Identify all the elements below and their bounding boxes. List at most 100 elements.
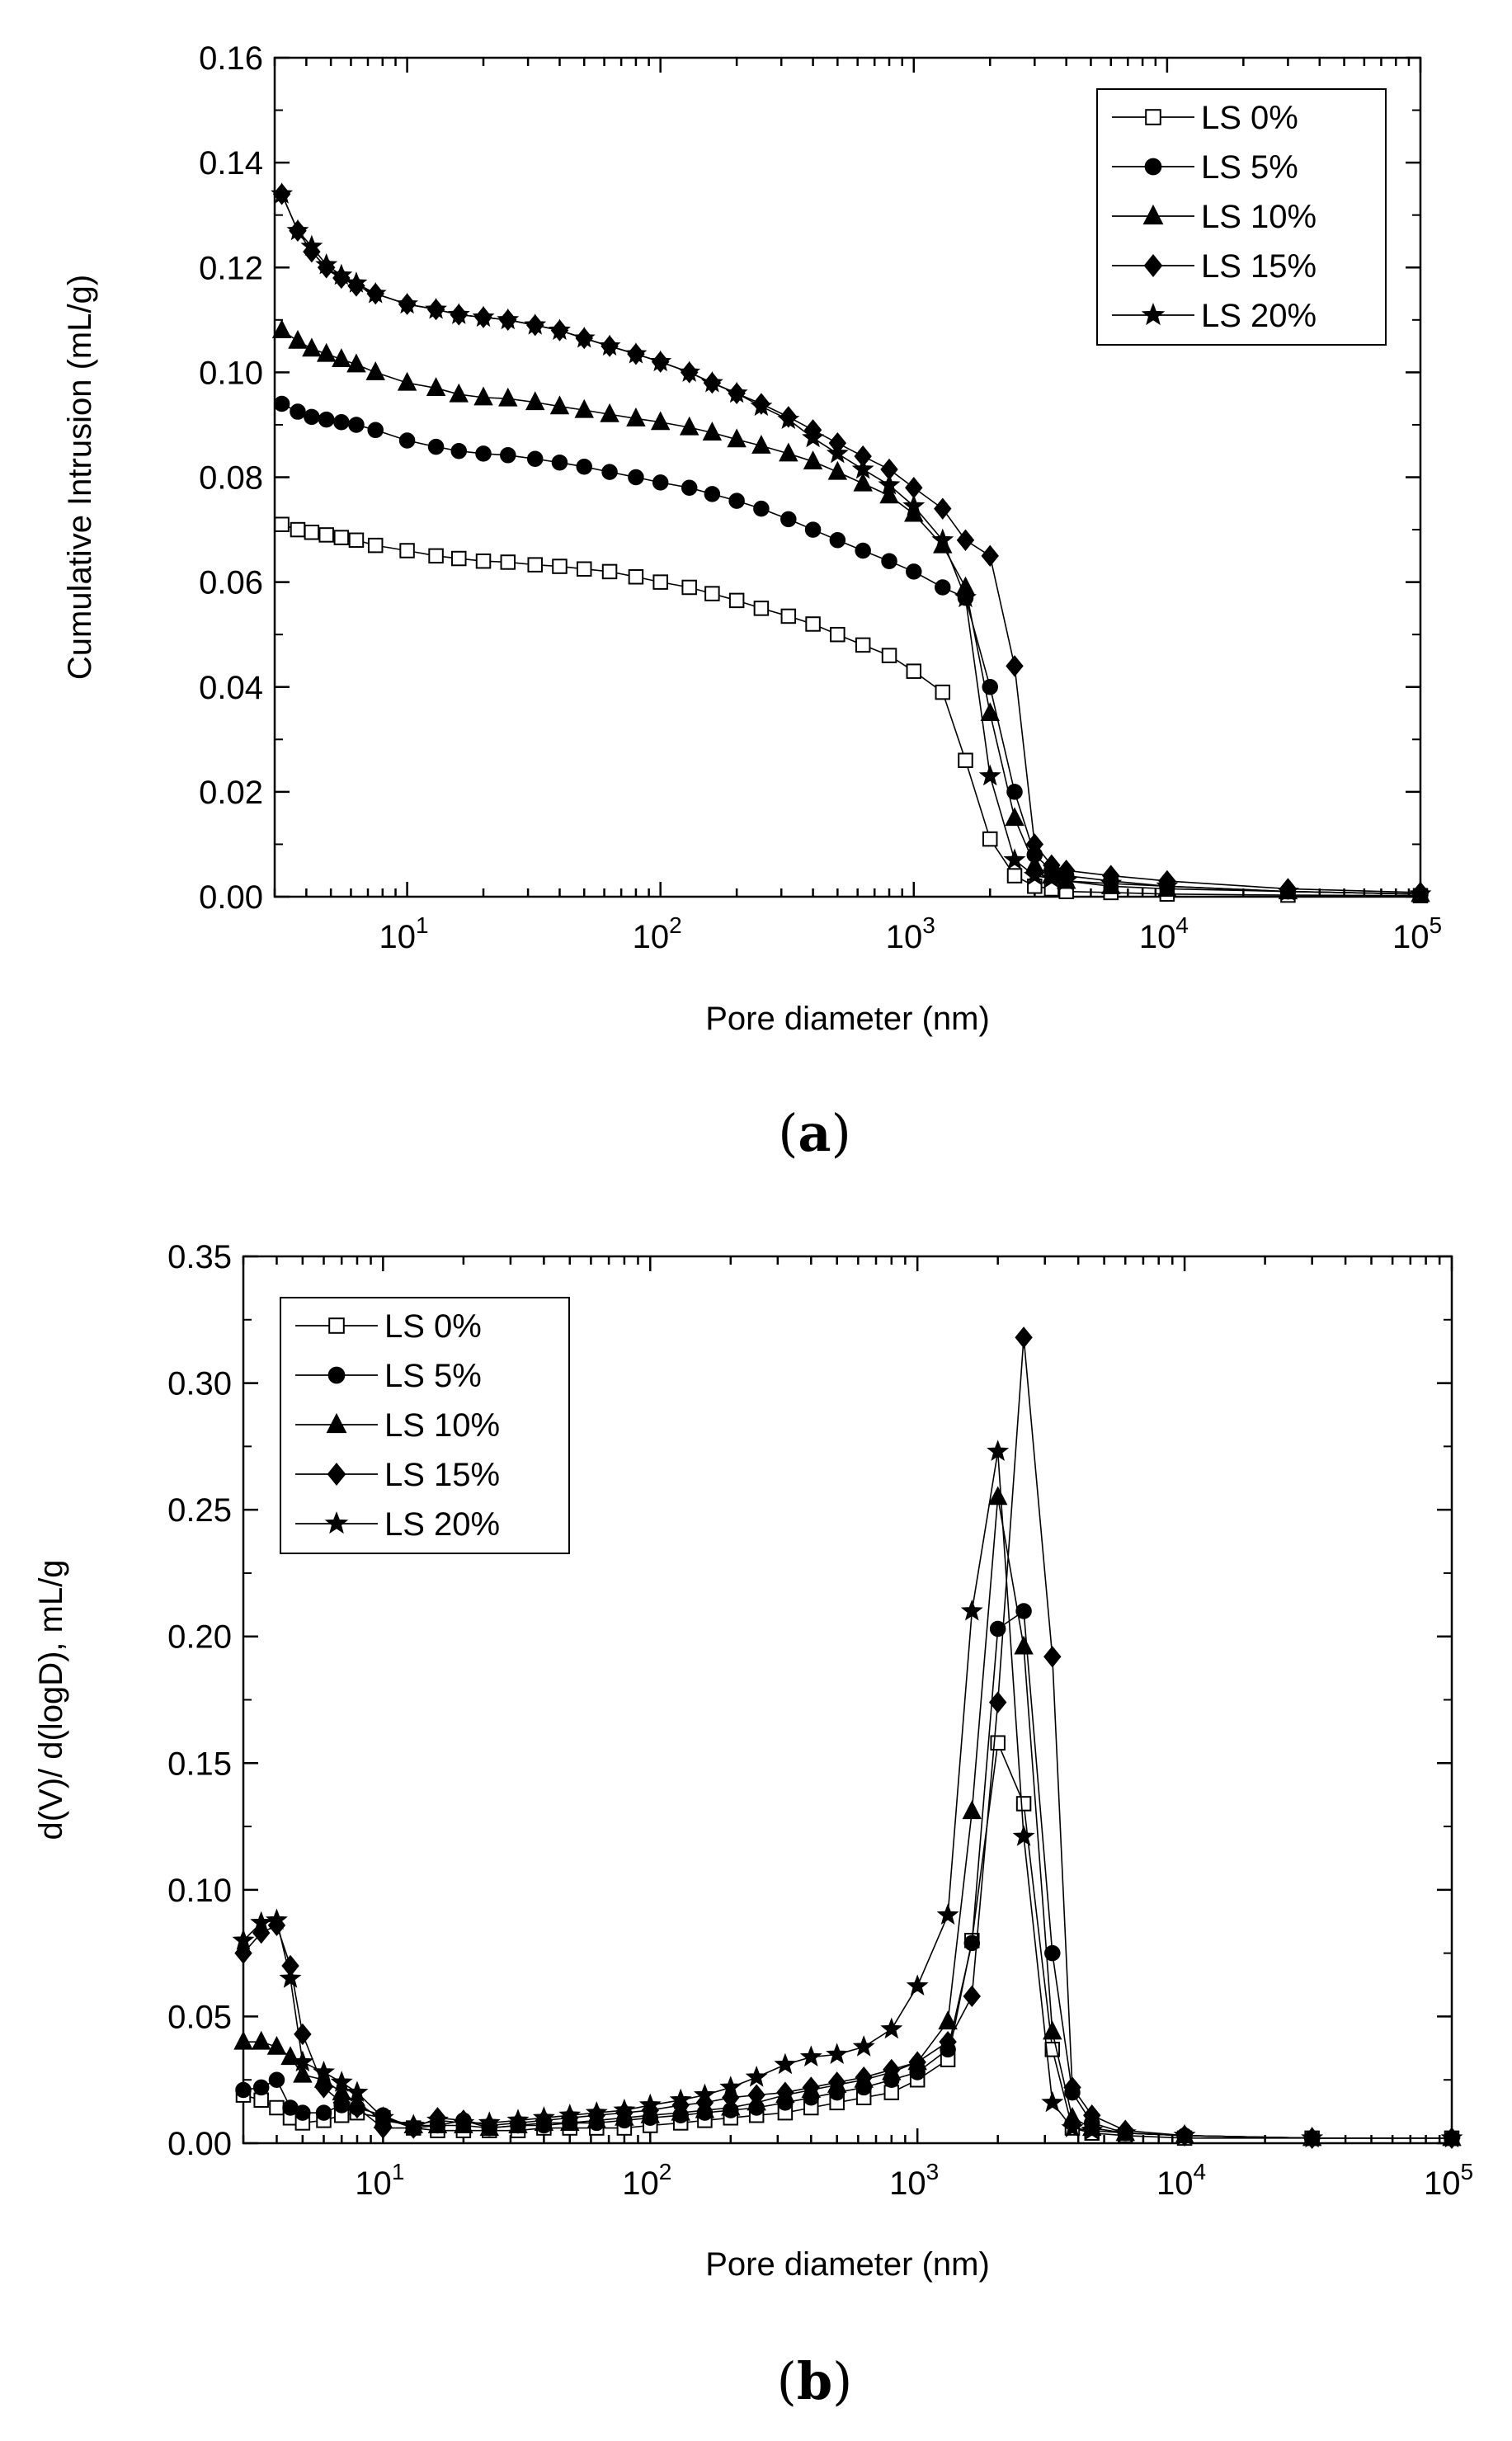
data-point xyxy=(902,494,926,516)
data-point xyxy=(799,2045,822,2067)
y-tick-label: 0.15 xyxy=(167,1746,232,1782)
data-point xyxy=(524,313,547,335)
data-point xyxy=(527,557,543,573)
data-point xyxy=(880,2017,903,2039)
x-tick-base: 10 xyxy=(889,2165,926,2202)
data-point xyxy=(802,426,825,448)
data-point xyxy=(266,2035,287,2055)
data-point xyxy=(883,2058,901,2081)
data-point xyxy=(318,411,335,428)
data-point xyxy=(650,411,671,431)
data-point xyxy=(314,2076,333,2099)
x-tick-label: 102 xyxy=(622,2159,671,2202)
legend-label: LS 15% xyxy=(1201,248,1317,285)
data-point xyxy=(1276,879,1299,902)
data-point xyxy=(626,407,646,426)
data-point xyxy=(855,542,871,559)
y-axis-title: d(V)/ d(logD), mL/g xyxy=(33,1559,69,1840)
data-point xyxy=(449,383,469,403)
data-point xyxy=(290,403,306,420)
data-point xyxy=(981,544,999,568)
data-point xyxy=(426,377,446,396)
data-point xyxy=(939,2030,957,2053)
x-tick-base: 10 xyxy=(622,2165,659,2202)
y-tick-label: 0.30 xyxy=(167,1366,232,1402)
data-point xyxy=(601,563,618,580)
data-point xyxy=(313,2060,335,2082)
data-point xyxy=(426,2109,449,2130)
data-point xyxy=(728,592,745,609)
data-point xyxy=(878,473,901,495)
x-tick-exponent: 4 xyxy=(1194,2159,1207,2184)
x-tick-base: 10 xyxy=(886,919,923,955)
data-point xyxy=(1081,2118,1104,2141)
data-point xyxy=(600,403,619,422)
y-tick-label: 0.00 xyxy=(199,879,263,916)
data-point xyxy=(525,391,545,411)
x-tick-label: 104 xyxy=(1139,912,1189,955)
data-point xyxy=(472,305,495,328)
series-ls-10- xyxy=(233,1486,1462,2146)
x-axis-title: Pore diameter (nm) xyxy=(705,2246,990,2283)
panel-label-letter: b xyxy=(797,2351,832,2411)
data-point xyxy=(574,398,594,418)
data-point xyxy=(954,586,977,608)
series-ls-0- xyxy=(235,1735,1460,2146)
data-point xyxy=(1063,2076,1081,2099)
series-ls-5- xyxy=(235,1603,1460,2146)
data-point xyxy=(234,1942,252,1964)
data-point xyxy=(753,601,770,616)
data-point xyxy=(598,334,621,356)
data-point xyxy=(719,2076,742,2097)
y-tick-label: 0.12 xyxy=(199,250,263,286)
data-point xyxy=(958,752,973,768)
x-tick-base: 10 xyxy=(1139,919,1176,955)
legend-label: LS 0% xyxy=(1201,100,1298,136)
data-point xyxy=(728,492,745,509)
data-point xyxy=(1043,2020,1062,2040)
data-point xyxy=(286,219,309,241)
legend-marker xyxy=(1142,204,1164,225)
x-tick-label: 105 xyxy=(1424,2159,1473,2202)
x-tick-exponent: 1 xyxy=(416,912,429,938)
data-point xyxy=(279,1967,302,1988)
x-tick-label: 102 xyxy=(633,912,682,955)
y-tick-label: 0.08 xyxy=(199,460,263,497)
x-tick-label: 101 xyxy=(355,2159,404,2202)
data-point xyxy=(776,2081,794,2104)
data-point xyxy=(851,457,874,479)
x-tick-exponent: 1 xyxy=(392,2159,405,2184)
data-point xyxy=(881,553,897,569)
legend-box xyxy=(280,1297,570,1554)
data-point xyxy=(427,438,445,455)
data-point xyxy=(475,445,492,462)
data-point xyxy=(346,2081,369,2103)
data-point xyxy=(908,2051,926,2073)
data-point xyxy=(855,637,871,653)
data-point xyxy=(250,1911,273,1933)
data-point xyxy=(549,395,570,415)
x-tick-base: 10 xyxy=(355,2165,392,2202)
x-tick-exponent: 3 xyxy=(922,912,935,938)
legend-marker xyxy=(328,1317,345,1334)
data-point xyxy=(1014,1635,1034,1655)
data-point xyxy=(332,348,351,368)
data-point xyxy=(1015,1796,1032,1812)
x-tick-label: 103 xyxy=(886,912,935,955)
legend-marker xyxy=(326,1412,347,1434)
x-axis-title: Pore diameter (nm) xyxy=(705,1001,990,1037)
data-point xyxy=(558,2104,582,2125)
series-line xyxy=(243,1609,1452,2139)
data-point xyxy=(750,394,773,417)
data-point xyxy=(681,579,697,596)
legend: LS 0% LS 5% LS 10% LS 15% LS 20% xyxy=(1096,88,1387,346)
y-tick-label: 0.02 xyxy=(199,775,263,811)
legend-marker xyxy=(1143,254,1163,277)
data-point xyxy=(551,454,568,471)
data-point xyxy=(613,2098,636,2120)
data-point xyxy=(1044,1944,1061,1962)
series-line xyxy=(243,1740,1452,2139)
data-point xyxy=(826,2043,849,2064)
